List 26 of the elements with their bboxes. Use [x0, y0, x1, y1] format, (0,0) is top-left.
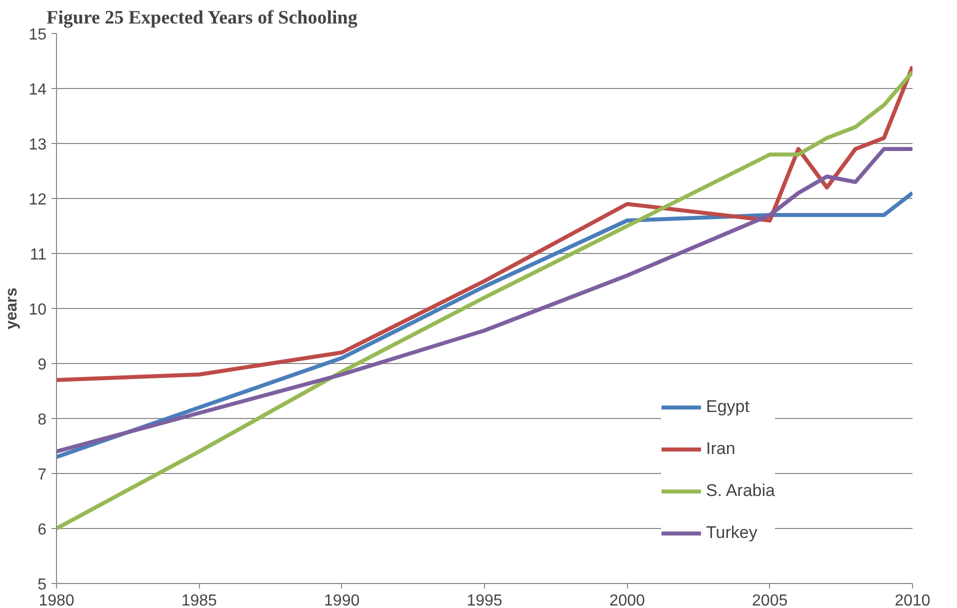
x-tick-label: 1990 [324, 592, 360, 608]
legend-label: Egypt [706, 397, 750, 417]
x-tick-label: 1985 [181, 592, 218, 608]
legend-label: Turkey [706, 523, 758, 543]
y-tick-label: 13 [28, 136, 47, 154]
y-tick-label: 8 [38, 412, 47, 428]
y-tick-label: 7 [38, 466, 47, 484]
y-tick-label: 14 [28, 82, 47, 98]
y-tick-label: 12 [28, 192, 47, 208]
x-tick-label: 2000 [609, 592, 646, 608]
x-tick-label: 1980 [38, 592, 74, 608]
y-tick-label: 9 [38, 356, 47, 374]
line-series [56, 147, 912, 454]
y-tick-label: 11 [30, 246, 47, 264]
y-tick-label: 10 [28, 302, 47, 318]
y-tick-label: 5 [38, 576, 47, 594]
x-tick-label: 2010 [894, 592, 930, 608]
y-axis-title: years [4, 287, 21, 330]
y-tick-label: 15 [28, 26, 47, 44]
legend-label: Iran [706, 439, 736, 459]
y-tick-label: 6 [38, 522, 47, 538]
line-series [56, 64, 912, 382]
chart-title: Figure 25 Expected Years of Schooling [46, 8, 358, 28]
x-tick-label: 1995 [466, 592, 502, 608]
legend-label: S. Arabia [706, 481, 775, 501]
x-tick-label: 2005 [752, 592, 788, 608]
